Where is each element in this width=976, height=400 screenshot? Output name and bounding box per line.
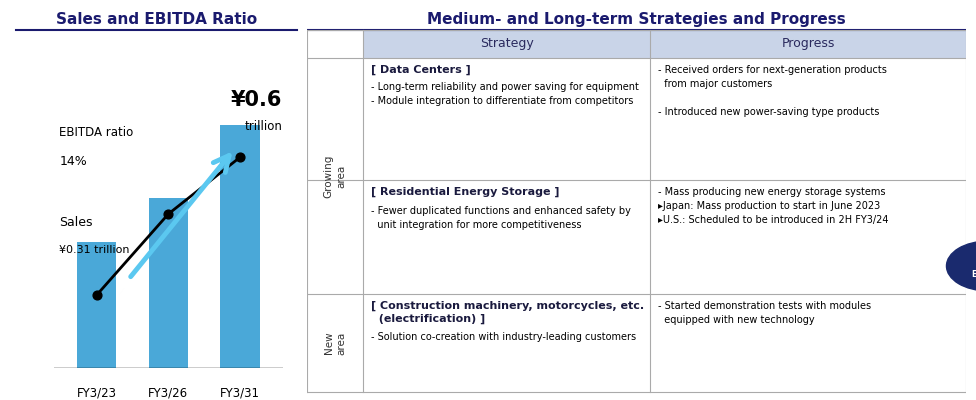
Point [232,154,248,160]
Text: - Solution co-creation with industry-leading customers: - Solution co-creation with industry-lea… [371,332,636,342]
Text: - Started demonstration tests with modules
  equipped with new technology: - Started demonstration tests with modul… [658,301,871,325]
Point [160,211,176,217]
Text: Sales: Sales [60,216,93,228]
Text: Progress: Progress [782,38,834,50]
Bar [221,125,260,368]
Point [89,292,104,298]
Text: FY3/31: FY3/31 [220,386,260,399]
Text: New
area: New area [323,331,346,355]
Text: [ Residential Energy Storage ]: [ Residential Energy Storage ] [371,187,560,198]
Circle shape [947,241,976,291]
Text: - Received orders for next-generation products
  from major customers

- Introdu: - Received orders for next-generation pr… [658,65,887,117]
Bar [148,198,188,368]
Text: FY3/26: FY3/26 [148,386,188,399]
Text: [ Construction machinery, motorcycles, etc.
  (electrification) ]: [ Construction machinery, motorcycles, e… [371,301,644,324]
Text: Medium- and Long-term Strategies and Progress: Medium- and Long-term Strategies and Pro… [427,12,846,27]
Bar [77,242,116,368]
Text: ¥0.31 trillion: ¥0.31 trillion [60,246,130,256]
Text: Growing
area: Growing area [323,154,346,198]
Text: - Fewer duplicated functions and enhanced safety by
  unit integration for more : - Fewer duplicated functions and enhance… [371,206,631,230]
Text: trillion: trillion [244,120,282,133]
Text: FY3/23: FY3/23 [77,386,117,399]
Text: EBITDA ratio: EBITDA ratio [60,126,134,140]
Text: Strategy: Strategy [480,38,534,50]
Text: - Long-term reliability and power saving for equipment
- Module integration to d: - Long-term reliability and power saving… [371,82,639,106]
Text: ¥0.6: ¥0.6 [231,90,282,110]
Text: Sales and EBITDA Ratio: Sales and EBITDA Ratio [56,12,257,27]
Text: - Mass producing new energy storage systems
▸Japan: Mass production to start in : - Mass producing new energy storage syst… [658,187,888,225]
Text: 14%: 14% [60,155,87,168]
Bar [363,30,966,58]
Text: [ Data Centers ]: [ Data Centers ] [371,65,471,76]
Text: Eligible: Eligible [971,270,976,279]
